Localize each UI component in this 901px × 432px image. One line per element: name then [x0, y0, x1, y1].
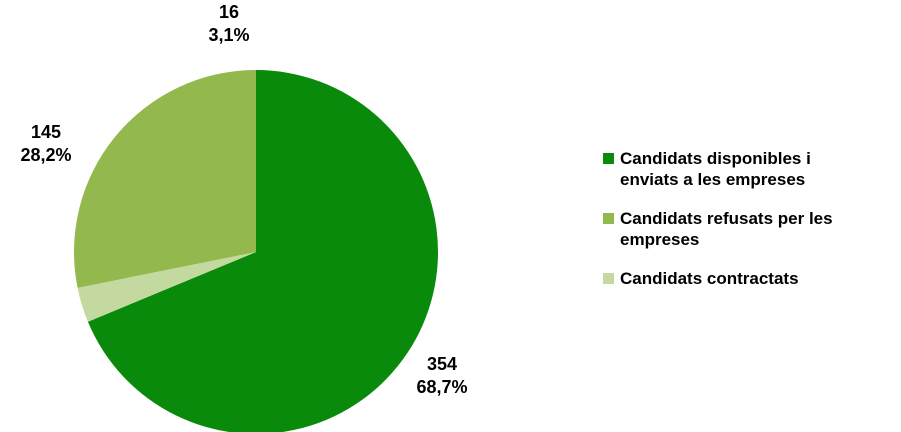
legend-swatch	[603, 273, 614, 284]
pie-slice-0	[87, 70, 438, 432]
slice-value-label: 16	[219, 2, 239, 22]
pie-slice-1	[77, 252, 256, 322]
slice-value-label: 145	[31, 122, 61, 142]
slice-percent-label: 3,1%	[208, 25, 249, 45]
pie-slices	[74, 70, 438, 432]
slice-percent-label: 28,2%	[20, 145, 71, 165]
pie-slice-2	[74, 70, 257, 288]
slice-labels: 354 68,7% 16 3,1% 145 28,2%	[20, 2, 467, 397]
slice-value-label: 354	[427, 354, 457, 374]
legend: Candidats disponibles i enviats a les em…	[603, 148, 901, 307]
legend-item: Candidats disponibles i enviats a les em…	[603, 148, 901, 190]
slice-percent-label: 68,7%	[416, 377, 467, 397]
legend-swatch	[603, 213, 614, 224]
legend-label: Candidats refusats per les empreses	[620, 209, 833, 249]
legend-label: Candidats disponibles i enviats a les em…	[620, 149, 811, 189]
legend-item: Candidats refusats per les empreses	[603, 208, 901, 250]
legend-item: Candidats contractats	[603, 268, 901, 289]
legend-label: Candidats contractats	[620, 269, 799, 288]
legend-swatch	[603, 153, 614, 164]
